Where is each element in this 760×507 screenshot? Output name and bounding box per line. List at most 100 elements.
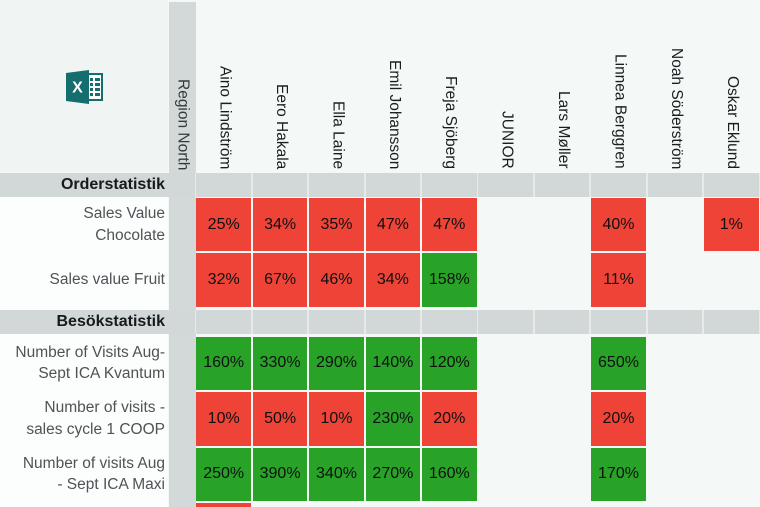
cell-value: 270% — [372, 465, 414, 483]
band-column-separator — [702, 309, 704, 335]
value-cell[interactable]: 270% — [365, 447, 421, 502]
band-column-separator — [476, 172, 479, 198]
column-header[interactable]: Ella Laine — [309, 0, 365, 172]
column-header[interactable]: Freja Sjöberg — [422, 0, 478, 172]
cell-value: 47% — [376, 215, 409, 233]
region-label: Region North — [174, 78, 192, 170]
value-cell[interactable]: 11% — [591, 253, 646, 307]
value-cell[interactable]: 340% — [309, 447, 364, 502]
value-cell[interactable]: 34% — [252, 197, 308, 252]
value-cell[interactable]: 25% — [196, 197, 251, 252]
cell-value: 160% — [203, 354, 245, 372]
value-cell[interactable]: 330% — [252, 336, 308, 391]
value-cell-cutoff[interactable] — [196, 503, 251, 507]
band-column-separator — [251, 172, 253, 198]
value-cell[interactable]: 67% — [252, 253, 308, 307]
band-column-separator — [476, 309, 479, 335]
row-label-line: Number of visits Aug — [22, 454, 165, 472]
column-header-label: Aino Lindström — [216, 65, 234, 169]
cell-value: 40% — [602, 215, 635, 233]
cell-value: 160% — [428, 465, 470, 483]
value-cell[interactable]: 46% — [309, 253, 364, 307]
cell-value: 46% — [320, 271, 353, 289]
column-header[interactable]: Oskar Eklund — [704, 0, 760, 172]
value-cell[interactable]: 1% — [704, 197, 759, 252]
column-header[interactable]: Aino Lindström — [196, 0, 252, 172]
value-cell[interactable]: 650% — [591, 336, 646, 391]
value-cell[interactable]: 20% — [591, 392, 646, 446]
cell-value: 11% — [603, 271, 634, 289]
section-title: Orderstatistik — [60, 175, 165, 193]
band-column-separator — [589, 309, 592, 335]
cell-value: 20% — [433, 409, 466, 427]
band-column-separator — [645, 309, 648, 335]
value-cell[interactable]: 140% — [365, 336, 421, 391]
column-header[interactable]: Eero Hakala — [253, 0, 309, 172]
value-cell[interactable]: 120% — [422, 336, 477, 391]
value-cell[interactable]: 47% — [365, 197, 421, 252]
value-cell[interactable]: 390% — [252, 447, 308, 502]
band-column-separator — [589, 172, 592, 198]
label-column-background — [0, 197, 168, 507]
band-column-separator — [702, 172, 704, 198]
value-cell[interactable]: 170% — [591, 447, 646, 502]
row-label-line: Sept ICA Kvantum — [38, 365, 165, 383]
column-header-label: Linnea Berggren — [611, 54, 629, 169]
value-cell[interactable]: 160% — [422, 447, 477, 502]
band-column-separator — [758, 309, 760, 335]
row-label-line: - Sept ICA Maxi — [57, 476, 165, 494]
column-header[interactable]: Noah Söderström — [648, 0, 704, 172]
cell-value: 34% — [264, 215, 297, 233]
value-cell[interactable]: 10% — [309, 392, 364, 446]
band-column-separator — [363, 172, 366, 198]
band-column-separator — [533, 309, 535, 335]
band-column-separator — [645, 172, 648, 198]
value-cell[interactable]: 250% — [196, 447, 251, 502]
excel-icon-graphic: X — [66, 70, 103, 104]
column-header[interactable]: JUNIOR — [478, 0, 534, 172]
row-label-line: Sales value Fruit — [49, 271, 165, 289]
column-header-label: Oskar Eklund — [724, 75, 742, 169]
cell-value: 158% — [428, 271, 470, 289]
cell-value: 35% — [320, 215, 353, 233]
value-cell[interactable]: 35% — [309, 197, 364, 252]
column-header-label: Lars Møller — [554, 91, 572, 169]
value-cell[interactable]: 32% — [196, 253, 251, 307]
cell-value: 47% — [433, 215, 466, 233]
cell-value: 34% — [376, 271, 409, 289]
band-column-separator — [758, 172, 760, 198]
row-label: Number of visits - sales cycle 1 COOP — [0, 392, 165, 446]
value-cell[interactable]: 160% — [196, 336, 251, 391]
value-cell[interactable]: 47% — [422, 197, 477, 252]
value-cell[interactable]: 158% — [422, 253, 477, 307]
band-column-separator — [420, 172, 422, 198]
section-band: Besökstatistik — [0, 309, 760, 335]
value-cell[interactable]: 20% — [422, 392, 477, 446]
cell-value: 10% — [320, 409, 353, 427]
band-column-separator — [307, 172, 310, 198]
band-column-separator — [533, 172, 535, 198]
column-header-label: JUNIOR — [498, 111, 516, 169]
column-header[interactable]: Emil Johansson — [366, 0, 422, 172]
column-header[interactable]: Lars Møller — [535, 0, 591, 172]
column-header[interactable]: Linnea Berggren — [591, 0, 647, 172]
value-cell[interactable]: 50% — [252, 392, 308, 446]
cell-value: 330% — [259, 354, 301, 372]
value-cell[interactable]: 230% — [365, 392, 421, 446]
cell-value: 67% — [264, 271, 297, 289]
section-band: Orderstatistik — [0, 172, 760, 198]
band-column-separator — [420, 309, 422, 335]
cell-value: 170% — [598, 465, 639, 483]
row-label: Sales Value Chocolate — [0, 198, 165, 252]
column-header-label: Ella Laine — [329, 100, 347, 169]
row-label: Number of visits Aug - Sept ICA Maxi — [0, 448, 165, 502]
value-cell[interactable]: 10% — [196, 392, 251, 446]
band-column-separator — [194, 172, 197, 198]
value-cell[interactable]: 40% — [591, 197, 646, 252]
svg-text:X: X — [72, 80, 83, 97]
cell-value: 1% — [719, 215, 743, 233]
row-label-line: Number of Visits Aug- — [15, 343, 165, 361]
value-cell[interactable]: 34% — [365, 253, 421, 307]
value-cell[interactable]: 290% — [309, 336, 364, 391]
